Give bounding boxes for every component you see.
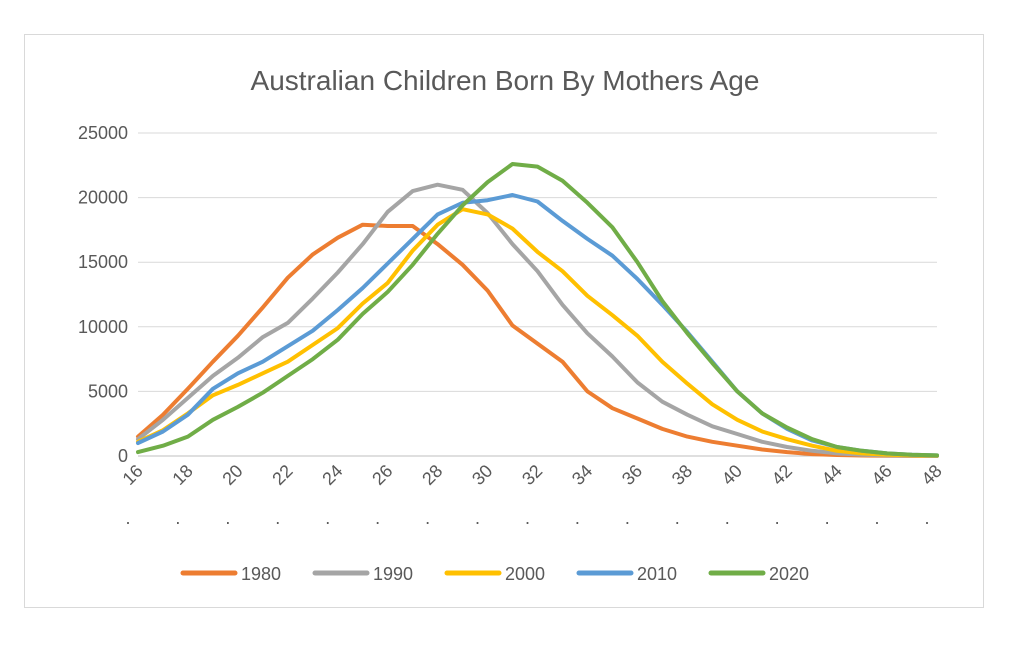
x-tick-dot: . — [924, 508, 929, 528]
x-tick-label: 20 — [218, 461, 246, 489]
x-tick-dot: . — [475, 508, 480, 528]
series-lines — [136, 162, 939, 458]
series-line-1980 — [136, 222, 939, 458]
x-tick-dot: . — [825, 508, 830, 528]
x-tick-dot: . — [425, 508, 430, 528]
y-tick-label: 20000 — [78, 188, 128, 208]
legend-label-2010: 2010 — [637, 564, 677, 584]
x-tick-label: 18 — [168, 461, 196, 489]
legend-label-2020: 2020 — [769, 564, 809, 584]
y-axis-ticks: 0 5000 10000 15000 20000 25000 — [78, 123, 128, 466]
legend-label-1980: 1980 — [241, 564, 281, 584]
x-tick-dot: . — [575, 508, 580, 528]
x-tick-label: 48 — [918, 461, 946, 489]
x-tick-dot: . — [875, 508, 880, 528]
series-line-1990 — [136, 182, 939, 458]
x-tick-label: 38 — [668, 461, 696, 489]
x-tick-dot: . — [525, 508, 530, 528]
x-tick-label: 42 — [768, 461, 796, 489]
chart-frame: Australian Children Born By Mothers Age … — [24, 34, 984, 608]
series-line-2000 — [136, 207, 939, 458]
y-tick-label: 5000 — [88, 381, 128, 401]
series-line-2010 — [136, 193, 939, 458]
x-tick-dot: . — [325, 508, 330, 528]
x-tick-dot: . — [725, 508, 730, 528]
x-tick-dot: . — [175, 508, 180, 528]
series-line-2020 — [136, 162, 939, 458]
x-tick-label: 26 — [368, 461, 396, 489]
x-tick-dot: . — [125, 508, 130, 528]
x-tick-label: 44 — [818, 461, 846, 489]
x-tick-label: 40 — [718, 461, 746, 489]
legend-label-1990: 1990 — [373, 564, 413, 584]
x-tick-dot: . — [675, 508, 680, 528]
x-tick-dot: . — [275, 508, 280, 528]
x-tick-label: 28 — [418, 461, 446, 489]
x-axis-ticks: 16.18.20.22.24.26.28.30.32.34.36.38.40.4… — [119, 461, 946, 528]
x-tick-label: 34 — [568, 461, 596, 489]
chart-title: Australian Children Born By Mothers Age — [251, 65, 760, 96]
y-tick-label: 0 — [118, 446, 128, 466]
x-tick-dot: . — [375, 508, 380, 528]
x-tick-label: 46 — [868, 461, 896, 489]
x-tick-label: 30 — [468, 461, 496, 489]
x-tick-label: 24 — [318, 461, 346, 489]
y-tick-label: 15000 — [78, 252, 128, 272]
legend-label-2000: 2000 — [505, 564, 545, 584]
x-tick-dot: . — [625, 508, 630, 528]
x-tick-dot: . — [225, 508, 230, 528]
line-chart: Australian Children Born By Mothers Age … — [78, 65, 946, 584]
x-tick-label: 32 — [518, 461, 546, 489]
legend: 1980 1990 2000 2010 2020 — [180, 564, 809, 584]
gridlines — [138, 132, 937, 457]
y-tick-label: 10000 — [78, 317, 128, 337]
x-tick-label: 36 — [618, 461, 646, 489]
y-tick-label: 25000 — [78, 123, 128, 143]
x-tick-dot: . — [775, 508, 780, 528]
x-tick-label: 22 — [268, 461, 296, 489]
